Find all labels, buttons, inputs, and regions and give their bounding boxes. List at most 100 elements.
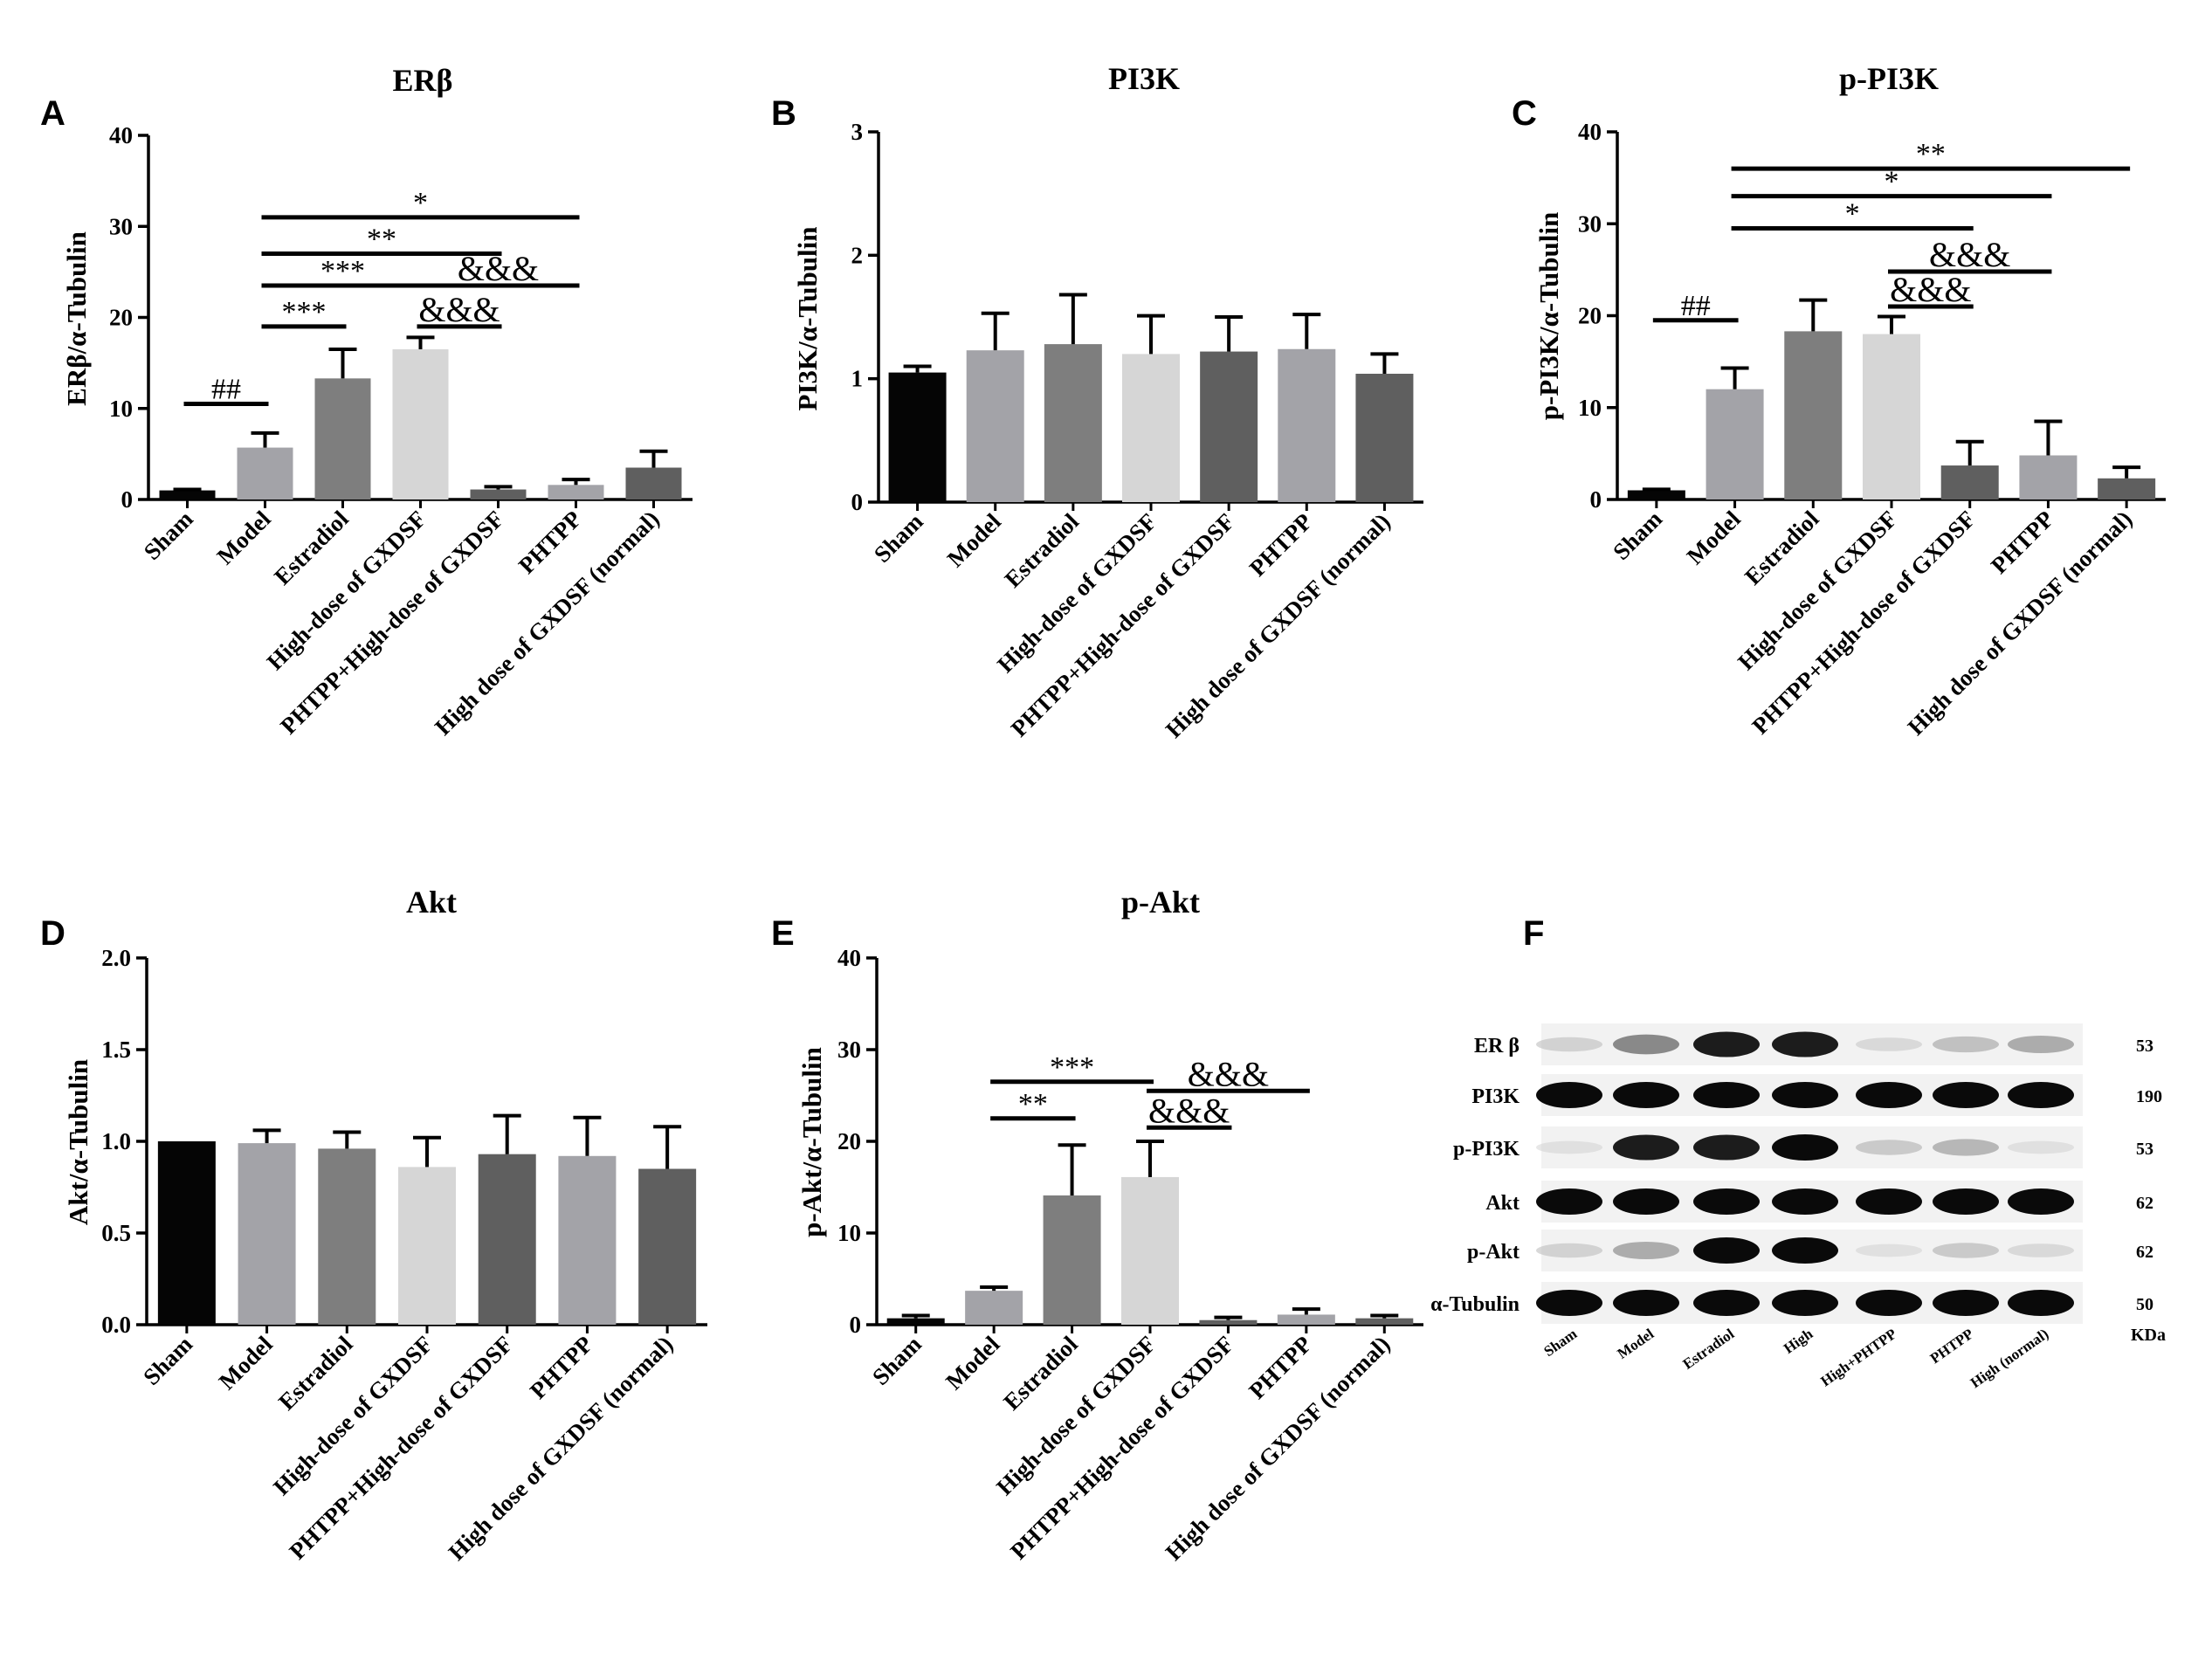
- significance-label: &&&: [458, 249, 539, 288]
- blot-band: [1613, 1241, 1679, 1260]
- bar: [886, 1318, 945, 1325]
- blot-kda-value: 190: [2136, 1087, 2162, 1106]
- bar: [548, 485, 604, 499]
- significance-label: **: [1018, 1088, 1048, 1120]
- blot-band: [1613, 1134, 1679, 1161]
- y-tick-label: 20: [837, 1128, 861, 1154]
- blot-band: [2008, 1035, 2074, 1054]
- bar: [1043, 1195, 1101, 1325]
- panel-e-chart: E p-Akt p-Akt/α-Tubulin 0 10 20 30 40 Sham Mod…: [771, 885, 1423, 1566]
- y-tick-label: 0: [121, 486, 134, 513]
- y-tick-label: 40: [837, 945, 861, 971]
- category-label: Model: [941, 1331, 1005, 1395]
- panel-d-chart: D Akt Akt/α-Tubulin 0.0 0.5 1.0 1.5 2.0 Sham M…: [40, 885, 707, 1566]
- blot-band: [1856, 1140, 1922, 1155]
- bar: [888, 372, 947, 502]
- blot-lane-label: PHTPP: [1927, 1326, 1977, 1367]
- y-tick-label: 0: [851, 489, 864, 515]
- chart-title: p-PI3K: [1839, 61, 1939, 96]
- blot-band: [1856, 1188, 1922, 1215]
- bar: [398, 1167, 456, 1325]
- bar: [1863, 334, 1920, 499]
- y-tick-label: 1: [851, 366, 864, 392]
- blot-row-label: ER β: [1474, 1035, 1519, 1057]
- significance-label: ##: [1681, 290, 1711, 322]
- bar: [1355, 374, 1414, 502]
- category-label: Sham: [869, 508, 928, 568]
- y-tick-label: 2.0: [101, 945, 131, 971]
- category-label: Model: [212, 506, 277, 570]
- blot-band: [1772, 1237, 1838, 1264]
- significance-label: **: [367, 224, 396, 256]
- blot-band: [1772, 1134, 1838, 1161]
- y-tick-label: 20: [1578, 303, 1602, 329]
- blot-band: [2008, 1082, 2074, 1108]
- y-tick-label: 40: [1578, 119, 1602, 145]
- bar: [1044, 344, 1102, 502]
- bar: [1627, 490, 1685, 499]
- bar: [159, 490, 216, 499]
- blot-band: [1693, 1082, 1760, 1108]
- significance-label: *: [1885, 166, 1899, 198]
- category-label: Estradiol: [273, 1331, 358, 1416]
- category-label: Sham: [867, 1331, 927, 1390]
- blot-lane-label: High: [1781, 1325, 1816, 1356]
- bar: [237, 447, 293, 499]
- y-tick-label: 20: [109, 305, 133, 331]
- bar: [478, 1154, 536, 1325]
- blot-band: [1693, 1031, 1760, 1057]
- blot-band: [1933, 1082, 1999, 1108]
- blot-band: [2008, 1243, 2074, 1257]
- blot-band: [1933, 1290, 1999, 1316]
- bar: [1784, 331, 1843, 499]
- chart-title: Akt: [406, 885, 457, 920]
- blot-band: [1772, 1031, 1838, 1057]
- y-axis-label: ERβ/α-Tubulin: [61, 231, 92, 406]
- blot-band: [1772, 1188, 1838, 1215]
- panel-letter: A: [40, 94, 65, 133]
- panel-f-western-blot: F KDa ER β 53 PI3K 190 p-PI3K 53 Akt 62 p-Akt 62 α…: [1430, 914, 2166, 1391]
- bar: [1199, 1319, 1258, 1325]
- bar: [470, 489, 527, 499]
- category-label: Sham: [139, 506, 198, 565]
- blot-row-label: PI3K: [1471, 1085, 1519, 1108]
- bar: [1355, 1318, 1414, 1325]
- category-label: PHTPP: [513, 506, 587, 579]
- category-label: Sham: [1608, 506, 1667, 565]
- blot-band: [1856, 1037, 1922, 1051]
- blot-band: [1933, 1139, 1999, 1156]
- blot-kda-value: 53: [2136, 1140, 2153, 1159]
- y-tick-label: 30: [837, 1037, 861, 1063]
- blot-row-label: Akt: [1485, 1192, 1519, 1215]
- blot-lane-label: Model: [1614, 1326, 1657, 1362]
- blot-band: [1536, 1243, 1602, 1258]
- blot-lane-label: Sham: [1540, 1326, 1580, 1360]
- blot-band: [1536, 1188, 1602, 1215]
- blot-band: [1536, 1082, 1602, 1108]
- category-label: Model: [942, 508, 1007, 573]
- significance-label: &&&: [1188, 1054, 1269, 1093]
- bar: [392, 348, 449, 499]
- bar: [638, 1168, 697, 1325]
- blot-band: [1613, 1290, 1679, 1316]
- y-tick-label: 0.5: [101, 1220, 131, 1246]
- panel-letter: B: [771, 94, 796, 133]
- blot-kda-value: 50: [2136, 1295, 2153, 1314]
- y-tick-label: 10: [837, 1220, 861, 1246]
- bar: [318, 1148, 376, 1325]
- category-label: Sham: [138, 1331, 197, 1390]
- significance-label: ***: [282, 296, 327, 328]
- blot-band: [1536, 1290, 1602, 1316]
- y-tick-label: 2: [851, 242, 864, 268]
- blot-band: [2008, 1188, 2074, 1215]
- significance-label: ##: [211, 374, 241, 406]
- significance-label: *: [413, 187, 428, 219]
- category-label: Model: [214, 1331, 279, 1395]
- panel-letter: C: [1512, 94, 1537, 133]
- category-label: PHTPP: [1986, 506, 2059, 579]
- bar: [1706, 389, 1764, 499]
- blot-band: [1613, 1034, 1679, 1055]
- blot-band: [1613, 1188, 1679, 1215]
